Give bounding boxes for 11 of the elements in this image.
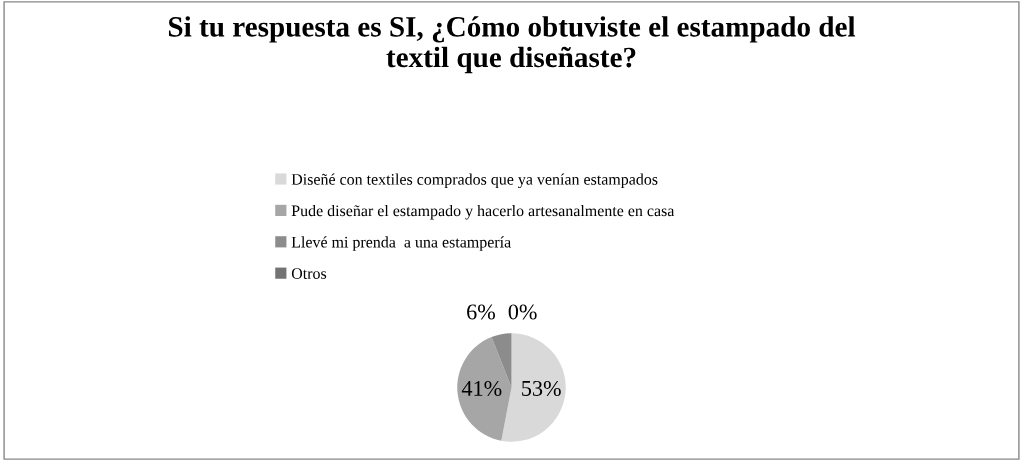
- pie-slice: [501, 333, 566, 442]
- legend-label: Otros: [291, 268, 327, 279]
- data-label: 41%: [461, 380, 502, 396]
- legend-label: Pude diseñar el estampado y hacerlo artesanalmente en casa: [291, 204, 675, 220]
- text: 0%: [508, 304, 537, 320]
- legend-label: Diseñé con textiles comprados que ya venían estampados: [291, 173, 658, 189]
- chart-title: Si tu respuesta es SI, ¿Cómo obtuviste el estampado del textil que diseñaste?: [168, 16, 856, 74]
- data-label: 6%: [467, 304, 495, 320]
- pie-slice: [457, 337, 512, 441]
- data-label: 53%: [522, 380, 561, 396]
- legend-label: Llevé mi prenda a una estampería: [291, 236, 511, 251]
